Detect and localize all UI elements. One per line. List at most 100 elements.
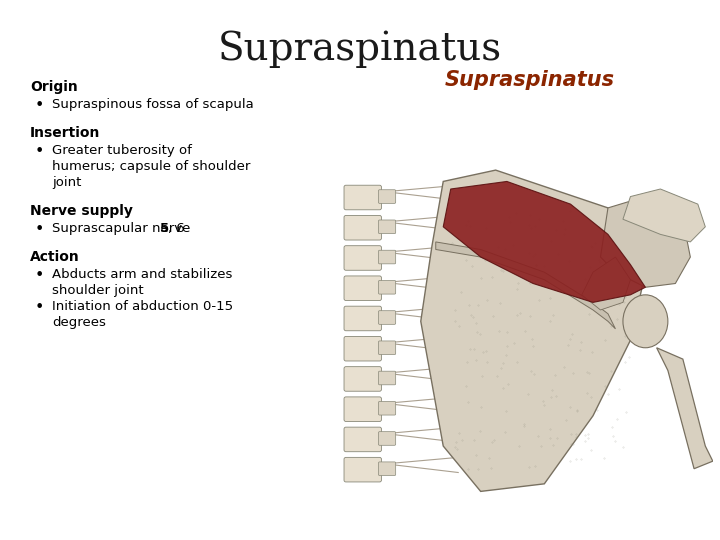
FancyBboxPatch shape <box>379 341 396 355</box>
Point <box>564 207 575 216</box>
Point <box>533 214 544 223</box>
Text: 5: 5 <box>160 222 169 235</box>
Point <box>562 341 573 349</box>
Point <box>482 358 493 367</box>
Point <box>487 312 498 320</box>
Point <box>499 245 510 254</box>
Point <box>498 384 509 393</box>
Point <box>618 357 630 366</box>
Point <box>498 266 509 275</box>
Text: shoulder joint: shoulder joint <box>52 284 143 297</box>
FancyBboxPatch shape <box>379 401 396 415</box>
Point <box>575 338 587 347</box>
Point <box>464 222 476 231</box>
Point <box>544 317 556 326</box>
Text: Supraspinatus: Supraspinatus <box>445 70 615 90</box>
Point <box>545 237 557 245</box>
FancyBboxPatch shape <box>344 246 382 270</box>
Point <box>512 285 523 293</box>
Point <box>594 264 606 272</box>
Point <box>523 390 534 399</box>
Point <box>593 255 604 264</box>
Point <box>607 431 618 440</box>
Point <box>624 352 635 361</box>
Point <box>512 357 523 366</box>
Point <box>518 422 530 430</box>
FancyBboxPatch shape <box>379 250 396 264</box>
Point <box>561 415 572 424</box>
Point <box>565 440 577 448</box>
Point <box>605 322 616 330</box>
Point <box>470 450 482 459</box>
Point <box>567 440 579 449</box>
FancyBboxPatch shape <box>344 215 382 240</box>
Point <box>613 300 625 308</box>
Point <box>468 345 480 353</box>
Point <box>579 437 590 445</box>
Point <box>504 255 516 264</box>
Point <box>586 348 598 357</box>
Point <box>606 215 617 224</box>
Point <box>575 455 586 464</box>
Point <box>510 209 521 218</box>
Point <box>602 390 613 399</box>
Point <box>619 332 631 341</box>
Point <box>462 217 474 225</box>
FancyBboxPatch shape <box>379 190 396 204</box>
Point <box>451 437 462 446</box>
Point <box>594 287 606 295</box>
Point <box>606 423 618 431</box>
Point <box>494 299 505 308</box>
Point <box>491 372 503 381</box>
Ellipse shape <box>623 295 668 348</box>
Point <box>460 381 472 390</box>
Point <box>525 279 536 287</box>
Point <box>579 431 590 440</box>
Point <box>456 435 468 444</box>
Point <box>449 443 460 451</box>
Point <box>611 314 623 323</box>
Text: joint: joint <box>52 176 81 189</box>
FancyBboxPatch shape <box>379 462 396 476</box>
Point <box>582 430 594 439</box>
Point <box>466 262 477 271</box>
Point <box>599 382 611 390</box>
Point <box>580 275 591 284</box>
Point <box>488 436 500 444</box>
Text: Insertion: Insertion <box>30 126 100 140</box>
FancyBboxPatch shape <box>379 310 396 325</box>
Point <box>606 367 617 375</box>
Point <box>518 420 529 429</box>
FancyBboxPatch shape <box>379 371 396 385</box>
Point <box>550 226 562 234</box>
Point <box>582 433 593 442</box>
Text: •: • <box>35 268 45 283</box>
Point <box>467 313 479 321</box>
Point <box>470 355 482 364</box>
Point <box>466 311 477 320</box>
Point <box>528 462 540 470</box>
Text: degrees: degrees <box>52 316 106 329</box>
Point <box>585 393 596 401</box>
Point <box>456 288 467 296</box>
Point <box>502 341 513 350</box>
Text: , 6: , 6 <box>168 222 185 235</box>
Point <box>610 436 621 445</box>
Point <box>500 351 512 360</box>
Text: Abducts arm and stabilizes: Abducts arm and stabilizes <box>52 268 233 281</box>
Point <box>570 430 582 438</box>
Point <box>606 220 617 229</box>
Point <box>476 274 487 282</box>
Text: Origin: Origin <box>30 80 78 94</box>
FancyBboxPatch shape <box>344 427 382 451</box>
Point <box>585 241 596 250</box>
Point <box>451 445 463 454</box>
Polygon shape <box>582 257 631 310</box>
Point <box>523 463 535 471</box>
Point <box>477 348 489 356</box>
Point <box>473 300 485 309</box>
Point <box>500 428 511 436</box>
Point <box>497 359 508 368</box>
Point <box>574 346 585 354</box>
Point <box>535 441 546 450</box>
